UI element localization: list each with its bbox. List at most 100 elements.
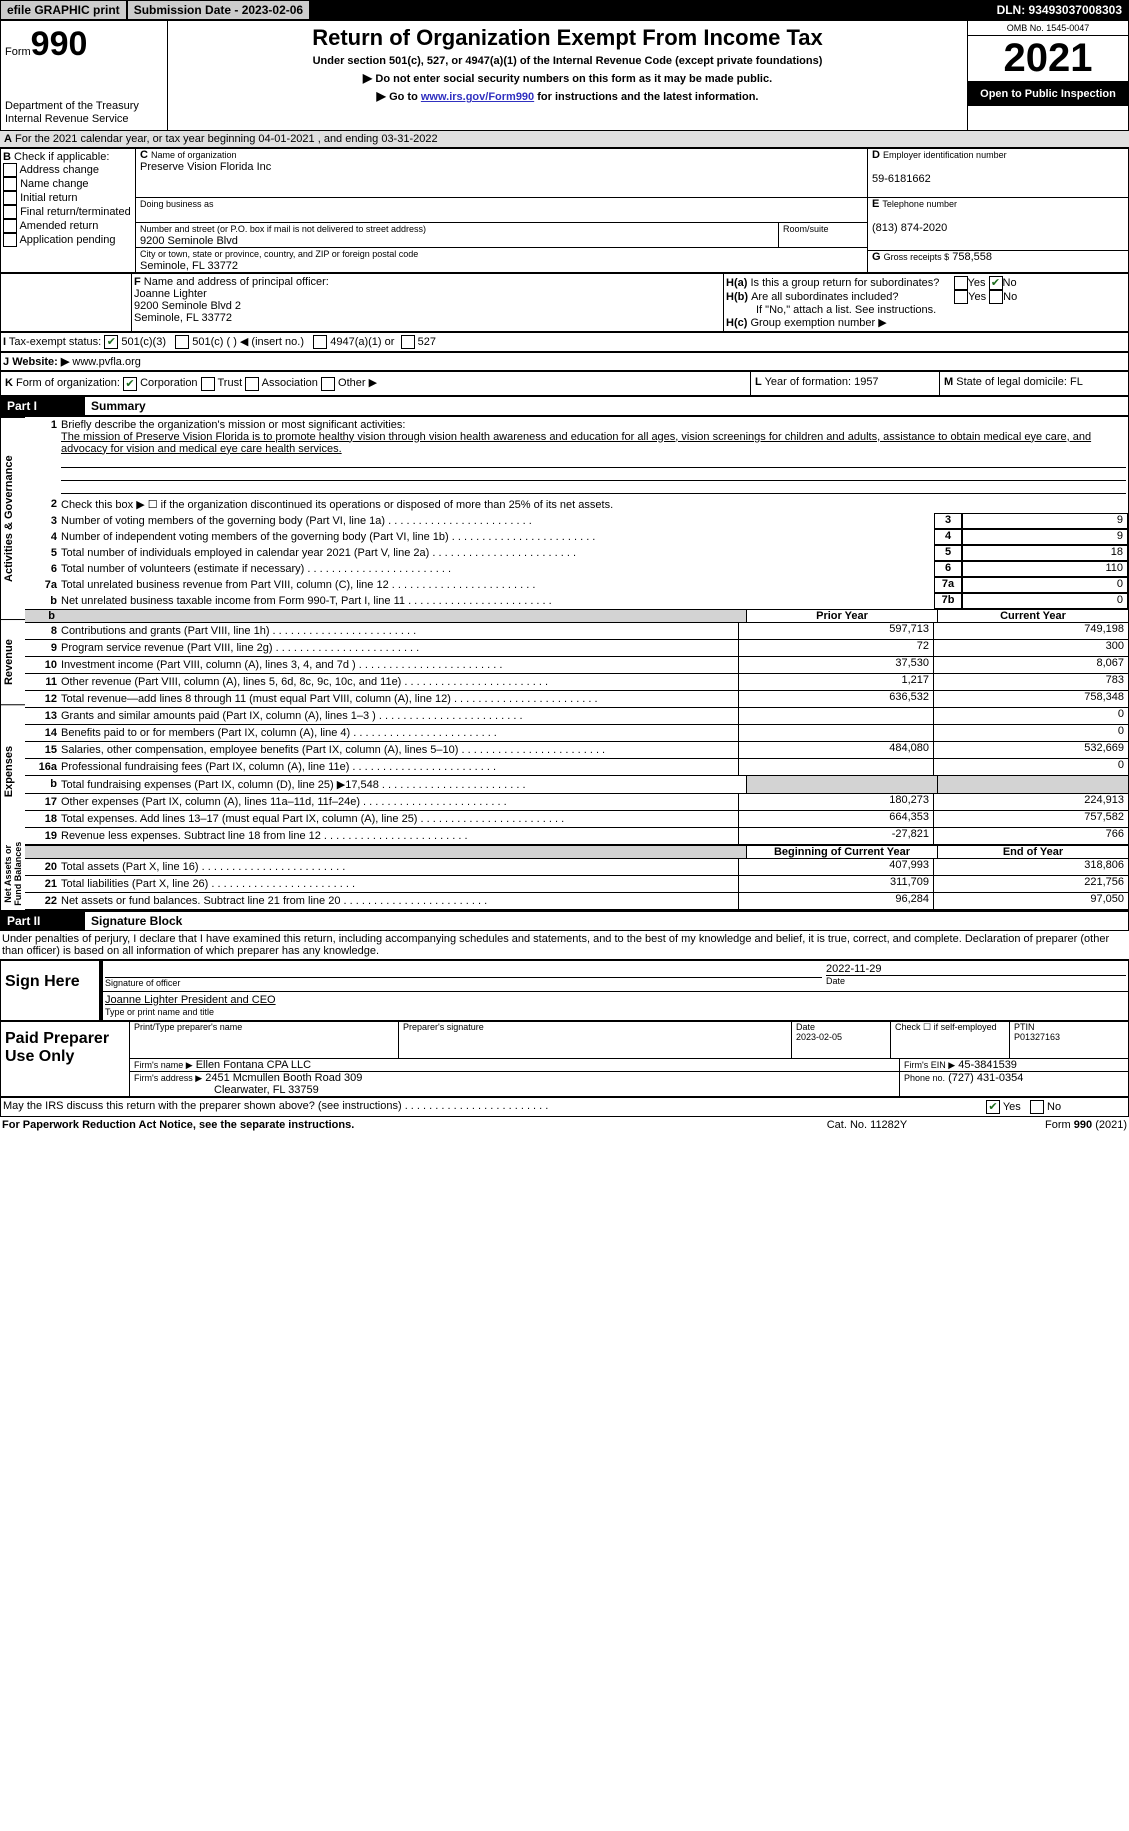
527-cb[interactable] xyxy=(401,335,415,349)
topbar: efile GRAPHIC print Submission Date - 20… xyxy=(0,0,1129,20)
4947-label: 4947(a)(1) or xyxy=(330,336,394,348)
form-ident: Form990 Department of the Treasury Inter… xyxy=(1,21,168,130)
other-cb[interactable] xyxy=(321,377,335,391)
summary-line-4: Number of independent voting members of … xyxy=(59,529,934,545)
no-label: No xyxy=(1047,1100,1061,1112)
firm-phone-label: Phone no. xyxy=(904,1073,945,1083)
phone: (813) 874-2020 xyxy=(872,222,947,234)
sidebar-expenses: Expenses xyxy=(1,704,25,838)
ha-yes-cb[interactable] xyxy=(954,276,968,290)
final-return-label: Final return/terminated xyxy=(20,206,131,218)
addr-label: Number and street (or P.O. box if mail i… xyxy=(140,224,426,234)
begin-year-header: Beginning of Current Year xyxy=(774,846,910,858)
section-b: B Check if applicable: Address change Na… xyxy=(1,149,136,272)
cy-11: 783 xyxy=(933,674,1128,691)
money-line-16a: Professional fundraising fees (Part IX, … xyxy=(59,759,738,776)
sidebar-netassets: Net Assets or Fund Balances xyxy=(1,838,25,910)
cy-19: 766 xyxy=(933,828,1128,845)
addr-change-label: Address change xyxy=(19,164,99,176)
officer-addr1: 9200 Seminole Blvd 2 xyxy=(134,300,241,312)
officer-name: Joanne Lighter xyxy=(134,288,207,300)
tax-status-label: Tax-exempt status: xyxy=(9,336,101,348)
summary-box-7a: 7a xyxy=(934,577,962,593)
501c3-cb[interactable] xyxy=(104,335,118,349)
py-13 xyxy=(738,708,933,725)
sig-date: 2022-11-29 xyxy=(826,963,881,975)
gross-label: Gross receipts $ xyxy=(884,252,950,262)
line-a: For the 2021 calendar year, or tax year … xyxy=(15,133,438,145)
self-emp-label: Check ☐ if self-employed xyxy=(890,1022,1009,1058)
phone-label: Telephone number xyxy=(882,199,957,209)
cy-16a: 0 xyxy=(933,759,1128,776)
h-note: If "No," attach a list. See instructions… xyxy=(726,304,1126,316)
prep-name-label: Print/Type preparer's name xyxy=(129,1022,398,1058)
ha-label: Is this a group return for subordinates? xyxy=(750,277,950,289)
prior-year-header: Prior Year xyxy=(816,610,868,622)
dln: DLN: 93493037008303 xyxy=(990,0,1129,20)
prep-date-label: Date xyxy=(796,1022,815,1032)
assoc-cb[interactable] xyxy=(245,377,259,391)
money-line-9: Program service revenue (Part VIII, line… xyxy=(59,640,738,657)
form-number: 990 xyxy=(31,25,88,63)
trust-cb[interactable] xyxy=(201,377,215,391)
website: www.pvfla.org xyxy=(72,356,140,368)
final-return-cb[interactable] xyxy=(3,205,17,219)
corp-cb[interactable] xyxy=(123,377,137,391)
officer-printed: Joanne Lighter President and CEO xyxy=(105,994,276,1006)
org-name: Preserve Vision Florida Inc xyxy=(140,161,271,173)
discuss-yes-cb[interactable] xyxy=(986,1100,1000,1114)
money-line-11: Other revenue (Part VIII, column (A), li… xyxy=(59,674,738,691)
527-label: 527 xyxy=(418,336,436,348)
py-9: 72 xyxy=(738,640,933,657)
4947-cb[interactable] xyxy=(313,335,327,349)
section-c: C Name of organizationPreserve Vision Fl… xyxy=(136,149,867,272)
suite-label: Room/suite xyxy=(783,224,829,234)
summary-line-3: Number of voting members of the governin… xyxy=(59,513,934,529)
name-change-label: Name change xyxy=(20,178,89,190)
discuss-no-cb[interactable] xyxy=(1030,1100,1044,1114)
goto-pre: Go to xyxy=(389,91,421,103)
hb-no-cb[interactable] xyxy=(989,290,1003,304)
initial-return-cb[interactable] xyxy=(3,191,17,205)
ha-no-cb[interactable] xyxy=(989,276,1003,290)
name-change-cb[interactable] xyxy=(3,177,17,191)
py-19: -27,821 xyxy=(738,828,933,845)
tax-year: 2021 xyxy=(968,36,1128,82)
money-line-15: Salaries, other compensation, employee b… xyxy=(59,742,738,759)
501c-cb[interactable] xyxy=(175,335,189,349)
cy-18: 757,582 xyxy=(933,811,1128,828)
py-20: 407,993 xyxy=(738,859,933,876)
year-formation: 1957 xyxy=(854,376,878,388)
dept-treasury: Department of the Treasury Internal Reve… xyxy=(5,100,163,126)
assoc-label: Association xyxy=(262,377,318,389)
py-22: 96,284 xyxy=(738,893,933,910)
cy-14: 0 xyxy=(933,725,1128,742)
money-line-12: Total revenue—add lines 8 through 11 (mu… xyxy=(59,691,738,708)
cy-12: 758,348 xyxy=(933,691,1128,708)
sidebar-activities: Activities & Governance xyxy=(1,417,25,619)
summary-val-4: 9 xyxy=(962,529,1128,545)
irs-link[interactable]: www.irs.gov/Form990 xyxy=(421,91,534,103)
pra-notice: For Paperwork Reduction Act Notice, see … xyxy=(2,1119,354,1131)
py-21: 311,709 xyxy=(738,876,933,893)
firm-addr2: Clearwater, FL 33759 xyxy=(134,1084,319,1096)
firm-name-label: Firm's name ▶ xyxy=(134,1060,193,1070)
form-subtitle: Under section 501(c), 527, or 4947(a)(1)… xyxy=(172,55,963,67)
amended-return-cb[interactable] xyxy=(3,219,17,233)
omb-number: OMB No. 1545-0047 xyxy=(968,21,1128,36)
money-line-19: Revenue less expenses. Subtract line 18 … xyxy=(59,828,738,845)
efile-button[interactable]: efile GRAPHIC print xyxy=(0,0,127,20)
py-12: 636,532 xyxy=(738,691,933,708)
form-title: Return of Organization Exempt From Incom… xyxy=(172,25,963,51)
py-16a xyxy=(738,759,933,776)
website-label: Website: ▶ xyxy=(12,356,69,368)
dba-label: Doing business as xyxy=(140,199,214,209)
cy-8: 749,198 xyxy=(933,623,1128,640)
current-year-header: Current Year xyxy=(1000,610,1066,622)
app-pending-cb[interactable] xyxy=(3,233,17,247)
addr-change-cb[interactable] xyxy=(3,163,17,177)
summary-box-3: 3 xyxy=(934,513,962,529)
hb-yes-cb[interactable] xyxy=(954,290,968,304)
py-10: 37,530 xyxy=(738,657,933,674)
part1-title: Summary xyxy=(91,399,146,413)
